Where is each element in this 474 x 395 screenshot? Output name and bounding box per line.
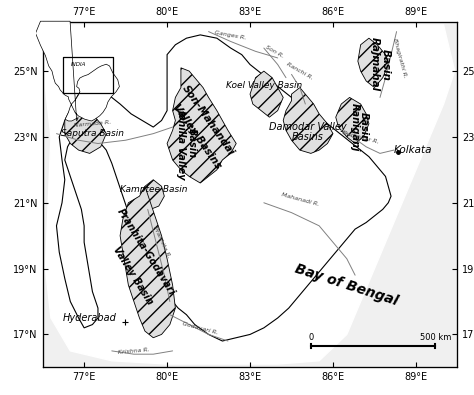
Text: Damodar Valley: Damodar Valley bbox=[269, 122, 347, 132]
Text: Pranhita R.: Pranhita R. bbox=[152, 226, 171, 259]
Text: Kolkata: Kolkata bbox=[394, 145, 432, 155]
Text: Saputra Basin: Saputra Basin bbox=[61, 129, 124, 138]
Polygon shape bbox=[167, 68, 236, 183]
Text: Basin: Basin bbox=[187, 128, 197, 158]
Text: Pranhita-Godavari: Pranhita-Godavari bbox=[116, 207, 177, 297]
Polygon shape bbox=[358, 38, 388, 88]
Text: Bay of Bengal: Bay of Bengal bbox=[293, 262, 400, 308]
Text: Hyderabad: Hyderabad bbox=[63, 313, 117, 323]
Text: Damodar R.: Damodar R. bbox=[342, 130, 380, 144]
Polygon shape bbox=[56, 35, 391, 341]
Text: Basin: Basin bbox=[381, 49, 391, 81]
Polygon shape bbox=[250, 71, 283, 117]
Text: Valley Basins: Valley Basins bbox=[172, 103, 224, 171]
Text: Koel Valley Basin: Koel Valley Basin bbox=[226, 81, 302, 90]
Polygon shape bbox=[142, 180, 164, 209]
Text: Rajmahal: Rajmahal bbox=[369, 38, 380, 92]
Text: 500 km: 500 km bbox=[419, 333, 451, 342]
Polygon shape bbox=[283, 88, 333, 153]
Polygon shape bbox=[36, 21, 119, 121]
Text: Raniganj: Raniganj bbox=[350, 103, 360, 151]
Text: INDIA: INDIA bbox=[71, 62, 86, 67]
Text: Krishna R.: Krishna R. bbox=[118, 347, 150, 355]
Polygon shape bbox=[120, 186, 175, 338]
Polygon shape bbox=[65, 107, 106, 153]
Text: 0: 0 bbox=[308, 333, 313, 342]
Text: Johilla Valley: Johilla Valley bbox=[177, 108, 187, 179]
Text: Son-Mahandai: Son-Mahandai bbox=[181, 83, 237, 158]
Text: Ranchi R.: Ranchi R. bbox=[286, 62, 314, 81]
Text: Kamptee Basin: Kamptee Basin bbox=[119, 185, 187, 194]
Polygon shape bbox=[46, 25, 455, 364]
Text: Basin: Basin bbox=[358, 112, 368, 142]
Text: Mahanadi R.: Mahanadi R. bbox=[280, 192, 319, 207]
Text: Godavari R.: Godavari R. bbox=[182, 321, 219, 335]
Polygon shape bbox=[336, 98, 369, 143]
Text: Ganges R.: Ganges R. bbox=[214, 30, 247, 40]
Text: Valley Basin: Valley Basin bbox=[110, 244, 155, 306]
Text: Basins: Basins bbox=[292, 132, 324, 142]
Text: Bhagirathi R.: Bhagirathi R. bbox=[392, 38, 407, 78]
Text: Narmada R.: Narmada R. bbox=[73, 120, 111, 128]
Text: Son R.: Son R. bbox=[265, 44, 285, 58]
